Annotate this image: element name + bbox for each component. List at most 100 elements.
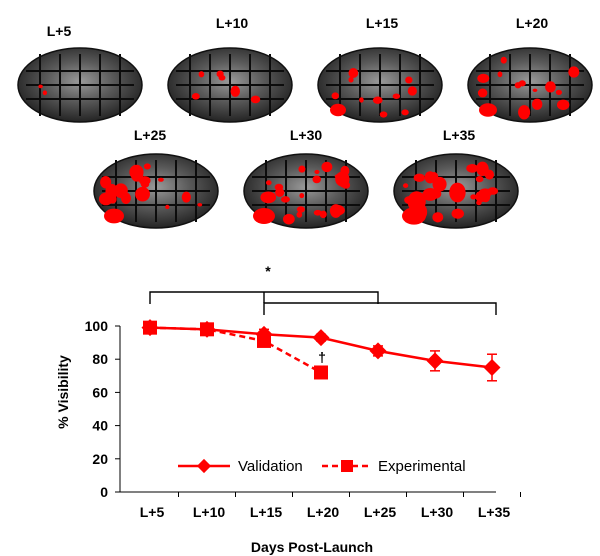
highlight-spot — [475, 191, 487, 203]
highlight-spot — [191, 93, 200, 100]
retina-panel — [167, 47, 293, 123]
highlight-spot — [296, 211, 303, 218]
highlight-spot — [555, 89, 562, 95]
highlight-spot — [157, 177, 164, 182]
highlight-spot — [475, 175, 484, 183]
highlight-spot — [296, 206, 305, 213]
highlight-spot — [348, 67, 359, 78]
data-point — [143, 320, 157, 335]
y-tick-label: 0 — [100, 484, 108, 500]
data-point — [200, 322, 214, 337]
y-tick-label: 80 — [92, 351, 108, 367]
data-point — [314, 365, 328, 380]
highlight-spot — [143, 163, 151, 170]
x-tick-label: L+10 — [193, 504, 226, 520]
highlight-spot — [405, 76, 413, 84]
data-point — [369, 342, 387, 360]
highlight-spot — [330, 204, 342, 218]
highlight-spot — [500, 56, 507, 64]
highlight-spot — [451, 208, 464, 219]
highlight-spot — [432, 212, 444, 223]
highlight-spot — [432, 176, 447, 192]
highlight-spot — [181, 191, 191, 203]
panel-label: L+10 — [216, 15, 249, 31]
highlight-spot — [38, 84, 43, 89]
panel-label: L+20 — [516, 15, 549, 31]
panel-label: L+30 — [290, 127, 323, 143]
highlight-spot — [341, 181, 351, 189]
highlight-spot — [484, 169, 495, 180]
x-tick-label: L+15 — [250, 504, 283, 520]
panel-label: L+35 — [443, 127, 476, 143]
y-tick-label: 60 — [92, 384, 108, 400]
highlight-spot — [265, 180, 272, 186]
highlight-spot — [42, 90, 48, 96]
highlight-spot — [135, 186, 150, 202]
highlight-spot — [138, 176, 151, 186]
highlight-spot — [497, 71, 503, 78]
y-tick-label: 100 — [85, 318, 109, 334]
retina-panel — [317, 47, 443, 123]
highlight-spot — [401, 109, 409, 116]
x-tick-label: L+30 — [421, 504, 454, 520]
highlight-spot — [253, 208, 275, 224]
data-point — [483, 359, 501, 376]
highlight-spot — [392, 93, 401, 99]
highlight-spot — [477, 73, 490, 83]
x-tick-label: L+20 — [307, 504, 340, 520]
highlight-spot — [514, 82, 522, 89]
highlight-spot — [319, 210, 327, 219]
highlight-spot — [476, 200, 482, 206]
retina-panel — [93, 153, 219, 229]
data-point — [312, 329, 330, 347]
highlight-spot — [522, 113, 527, 118]
highlight-spot — [424, 171, 436, 184]
highlight-spot — [477, 88, 488, 98]
highlight-spot — [280, 196, 290, 203]
highlight-spot — [470, 194, 477, 200]
series-experimental — [143, 320, 328, 380]
highlight-spot — [216, 70, 224, 78]
highlight-spot — [479, 103, 497, 117]
series-layer — [141, 319, 501, 382]
highlight-spot — [330, 103, 346, 117]
legend-validation-label: Validation — [238, 458, 303, 475]
highlight-spot — [402, 207, 426, 225]
significance-brackets — [149, 291, 497, 315]
highlight-spot — [568, 66, 580, 78]
highlight-spot — [531, 98, 543, 110]
highlight-spot — [466, 163, 479, 173]
retina-panel — [17, 47, 143, 123]
series-line — [149, 326, 322, 374]
y-ticks: 0 20 40 60 80 100 — [85, 318, 120, 500]
highlight-spot — [407, 86, 417, 96]
highlight-spot — [556, 99, 570, 110]
highlight-spot — [449, 182, 466, 203]
highlight-spot — [260, 191, 277, 204]
highlight-spot — [321, 161, 333, 173]
highlight-spot — [331, 92, 339, 100]
x-axis-label: Days Post-Launch — [251, 539, 373, 555]
highlight-spot — [379, 111, 388, 118]
retina-panel — [243, 153, 369, 229]
panel-label: L+15 — [366, 15, 399, 31]
diamond-icon — [196, 458, 212, 474]
legend-experimental-label: Experimental — [378, 458, 466, 475]
y-axis-label: % Visibility — [55, 355, 71, 429]
highlight-spot — [422, 188, 439, 201]
x-tick-label: L+25 — [364, 504, 397, 520]
highlight-spot — [413, 173, 425, 182]
highlight-spot — [348, 76, 354, 83]
highlight-spot — [250, 95, 261, 104]
significance-star: * — [265, 263, 271, 279]
highlight-spot — [100, 176, 112, 189]
highlight-spot — [314, 169, 320, 174]
retina-panel — [393, 153, 519, 229]
x-tick-label: L+35 — [478, 504, 511, 520]
legend: Validation Experimental — [178, 458, 466, 475]
highlight-spot — [372, 96, 383, 104]
highlight-spot — [407, 191, 426, 212]
x-ticks: L+5 L+10 L+15 L+20 L+25 L+30 L+35 — [140, 492, 521, 520]
